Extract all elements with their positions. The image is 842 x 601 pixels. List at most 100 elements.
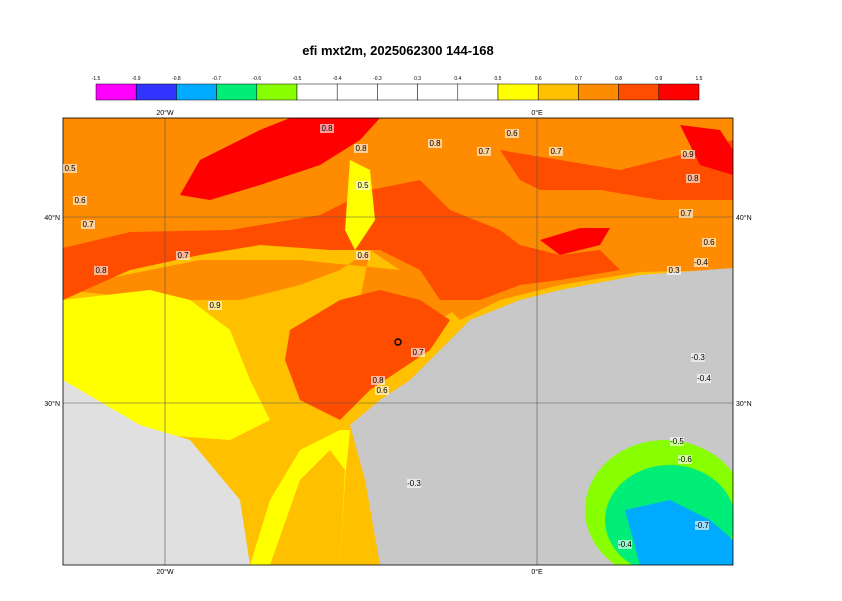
- contour-label: 0.7: [82, 220, 94, 229]
- contour-label-bg: [697, 374, 711, 383]
- contour-label: 0.8: [429, 139, 441, 148]
- contour-label: 0.3: [668, 266, 680, 275]
- contour-label: -0.6: [678, 455, 692, 464]
- contour-label: 0.6: [74, 196, 86, 205]
- contour-label-bg: [411, 348, 425, 357]
- colorbar-label: 0.3: [414, 76, 421, 82]
- lat-label: 40°N: [736, 214, 752, 222]
- colorbar-box: [216, 83, 258, 101]
- contour-label-bg: [695, 521, 709, 530]
- contour-label-bg: [356, 181, 370, 190]
- colorbar-box: [618, 83, 660, 101]
- colorbar-label: -0.9: [132, 76, 141, 82]
- map-field: [63, 118, 733, 565]
- contour-label: -0.3: [407, 479, 421, 488]
- colorbar-label: -1.5: [92, 76, 101, 82]
- contour-label: -0.4: [697, 374, 711, 383]
- contour-label-bg: [477, 147, 491, 156]
- map-frame: [62, 117, 734, 566]
- contour-label-bg: [670, 437, 684, 446]
- colorbar-label: 1.5: [696, 76, 703, 82]
- colorbar-label: -0.3: [373, 76, 382, 82]
- contour-label-bg: [407, 479, 421, 488]
- contour-label: 0.5: [64, 164, 76, 173]
- contour-label-bg: [667, 266, 681, 275]
- colorbar-label: -0.8: [172, 76, 181, 82]
- title: efi mxt2m, 2025062300 144-168: [302, 43, 494, 58]
- contour-label: 0.5: [357, 181, 369, 190]
- contour-label-bg: [73, 196, 87, 205]
- lon-label: 20°W: [156, 568, 174, 576]
- colorbar-box: [658, 83, 700, 101]
- contour-label: 0.6: [506, 129, 518, 138]
- contour-label: -0.4: [618, 540, 632, 549]
- colorbar-label: 0.5: [495, 76, 502, 82]
- contour-label-bg: [681, 150, 695, 159]
- contour-label: 0.6: [703, 238, 715, 247]
- contour-label: 0.8: [95, 266, 107, 275]
- contour-label-bg: [678, 455, 692, 464]
- contour-label-bg: [618, 540, 632, 549]
- graticule: [63, 118, 733, 565]
- colorbar-box: [135, 83, 177, 101]
- colorbar-box: [578, 83, 619, 101]
- lon-label: 0°E: [531, 568, 543, 576]
- colorbar-label: -0.6: [252, 76, 261, 82]
- colorbar-box: [256, 83, 298, 101]
- colorbar-box: [95, 83, 137, 101]
- marker: [394, 338, 402, 346]
- colorbar-box: [497, 83, 539, 101]
- contour-label-bg: [81, 220, 95, 229]
- contour-label-bg: [691, 353, 705, 362]
- colorbar-box: [417, 83, 459, 101]
- contour-label-bg: [371, 376, 385, 385]
- contour-label: -0.5: [670, 437, 684, 446]
- colorbar-box: [457, 83, 499, 101]
- contour-label-bg: [686, 174, 700, 183]
- contour-label: 0.7: [680, 209, 692, 218]
- contour-label: 0.9: [209, 301, 221, 310]
- contour-label: 0.9: [682, 150, 694, 159]
- colorbar-label: 0.8: [615, 76, 622, 82]
- contour-label: 0.8: [355, 144, 367, 153]
- colorbar-label: 0.9: [655, 76, 662, 82]
- contour-label: 0.7: [177, 251, 189, 260]
- colorbar-box: [537, 83, 579, 101]
- colorbar-label: -0.4: [333, 76, 342, 82]
- colorbar-label: 0.4: [454, 76, 461, 82]
- lon-label: 20°W: [156, 109, 174, 117]
- colorbar-box: [377, 83, 418, 101]
- colorbar-box: [176, 83, 217, 101]
- contour-label: 0.7: [412, 348, 424, 357]
- colorbar-label: -0.5: [293, 76, 302, 82]
- contour-label-bg: [679, 209, 693, 218]
- contour-label-bg: [208, 301, 222, 310]
- contour-label: -0.3: [691, 353, 705, 362]
- colorbar-label: -0.7: [212, 76, 221, 82]
- colorbar-label: 0.7: [575, 76, 582, 82]
- contour-label: 0.8: [687, 174, 699, 183]
- contour-label-bg: [694, 258, 708, 267]
- lat-label: 30°N: [44, 400, 60, 408]
- contour-label-bg: [354, 144, 368, 153]
- lon-label: 0°E: [531, 109, 543, 117]
- contour-label: 0.8: [372, 376, 384, 385]
- contour-label-bg: [320, 124, 334, 133]
- contour-label: -0.4: [694, 258, 708, 267]
- contour-label-bg: [549, 147, 563, 156]
- lat-label: 30°N: [736, 400, 752, 408]
- contour-label-bg: [356, 251, 370, 260]
- colorbar-box: [336, 83, 378, 101]
- contour-label-bg: [63, 164, 77, 173]
- contour-label-bg: [94, 266, 108, 275]
- contour-label: 0.6: [357, 251, 369, 260]
- colorbar-box: [296, 83, 338, 101]
- contour-label-bg: [428, 139, 442, 148]
- colorbar-label: 0.6: [535, 76, 542, 82]
- contour-label: 0.7: [550, 147, 562, 156]
- contour-label: 0.7: [478, 147, 490, 156]
- lat-label: 40°N: [44, 214, 60, 222]
- contour-label-bg: [702, 238, 716, 247]
- contour-label: 0.6: [376, 386, 388, 395]
